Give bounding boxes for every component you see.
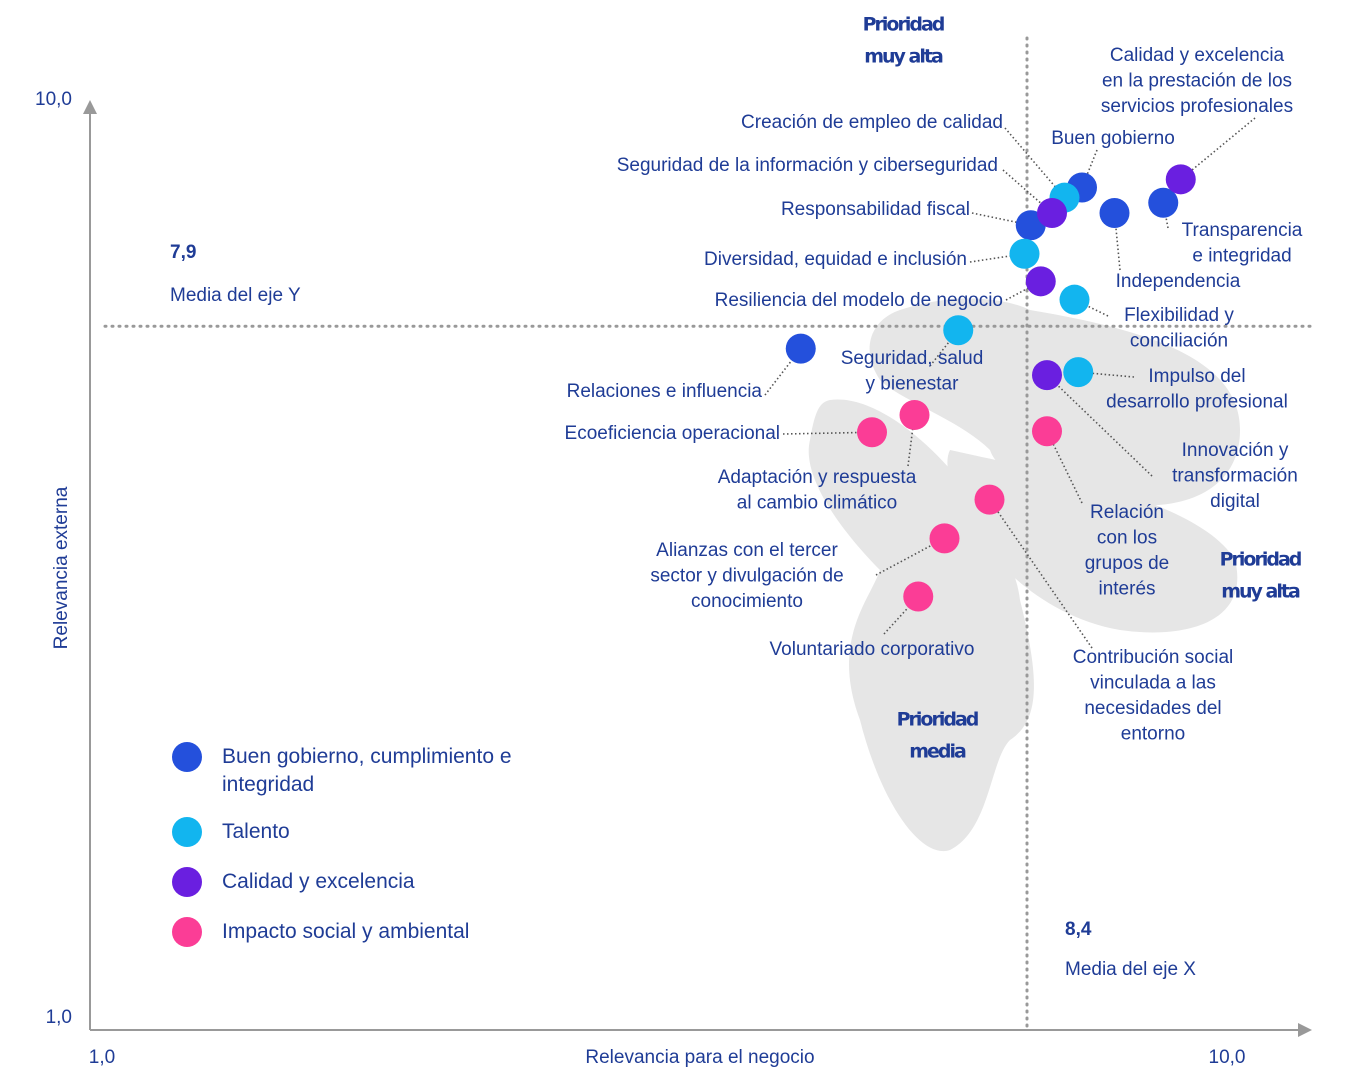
point-label: conocimiento [691, 591, 803, 612]
point-label: digital [1210, 491, 1260, 512]
data-point [1099, 197, 1130, 228]
leader-line [1078, 371, 1135, 378]
data-point [899, 399, 930, 430]
data-point [1165, 164, 1196, 195]
legend-label: Talento [222, 820, 290, 843]
priority-areas [808, 298, 1240, 852]
data-point [1009, 238, 1040, 269]
point-label: Seguridad, salud [841, 348, 984, 369]
legend-swatch [172, 917, 202, 947]
point-label: Creación de empleo de calidad [741, 112, 1003, 133]
point-label: necesidades del [1084, 698, 1221, 719]
data-point [1063, 357, 1094, 388]
leader-line [1081, 149, 1098, 188]
region-label: Prioridad [1220, 549, 1301, 571]
data-point [785, 333, 816, 364]
x-mean-value: 8,4 [1065, 919, 1092, 940]
leader-line [1046, 430, 1083, 504]
data-point [1032, 360, 1062, 391]
region-label: media [909, 741, 966, 763]
point-label: Responsabilidad fiscal [781, 199, 970, 220]
data-point [974, 484, 1005, 515]
leader-line [1004, 127, 1066, 199]
data-point [1148, 187, 1179, 218]
point-label: Diversidad, equidad e inclusión [704, 249, 967, 270]
leader-line [883, 595, 919, 635]
region-labels: Prioridad muy alta Prioridad muy alta Priori… [863, 14, 1303, 763]
point-label: Alianzas con el tercer [656, 540, 838, 561]
point-label: conciliación [1130, 331, 1228, 352]
leader-line [1046, 374, 1153, 477]
x-mean-text: Media del eje X [1065, 959, 1196, 980]
point-label: Voluntariado corporativo [770, 639, 975, 660]
point-label: en la prestación de los [1102, 71, 1292, 92]
leader-line [1113, 212, 1121, 271]
point-label: Contribución social [1073, 647, 1234, 668]
point-label: Transparencia [1182, 220, 1303, 241]
region-label: muy alta [864, 46, 943, 68]
legend-swatch [172, 867, 202, 897]
region-label: muy alta [1221, 581, 1300, 603]
point-label: interés [1098, 579, 1155, 600]
point-label: vinculada a las [1090, 673, 1216, 694]
y-tick-label: 10,0 [35, 89, 72, 110]
point-label: Relación [1090, 502, 1164, 523]
y-mean-value: 7,9 [170, 242, 196, 263]
point-label: desarrollo profesional [1106, 392, 1288, 413]
data-point [1037, 197, 1067, 228]
y-mean-text: Media del eje Y [170, 285, 301, 306]
y-axis-title: Relevancia externa [51, 486, 72, 649]
point-label: grupos de [1085, 553, 1170, 574]
region-label: Prioridad [863, 14, 944, 36]
data-point [903, 581, 934, 612]
x-axis-title: Relevancia para el negocio [585, 1047, 814, 1068]
y-tick-label: 1,0 [46, 1007, 72, 1028]
data-point [943, 315, 974, 346]
leader-line [907, 414, 916, 467]
leader-line [1180, 117, 1256, 180]
x-tick-label: 1,0 [89, 1047, 115, 1068]
legend-label: Impacto social y ambiental [222, 920, 470, 943]
legend-swatch [172, 817, 202, 847]
point-label: Independencia [1116, 271, 1241, 292]
point-label: Adaptación y respuesta [718, 467, 917, 488]
point-label: Flexibilidad y [1124, 305, 1234, 326]
point-label: Impulso del [1148, 366, 1245, 387]
x-axis-arrow [1298, 1023, 1312, 1037]
x-tick-label: 10,0 [1209, 1047, 1246, 1068]
y-axis-arrow [83, 100, 97, 114]
point-label: Resiliencia del modelo de negocio [715, 290, 1003, 311]
point-label: e integridad [1192, 246, 1291, 267]
region-label: Prioridad [897, 709, 978, 731]
point-label: Relaciones e influencia [567, 381, 763, 402]
point-label: entorno [1121, 724, 1185, 745]
leader-line [782, 431, 873, 435]
point-label: Buen gobierno [1051, 128, 1175, 149]
point-label: servicios profesionales [1101, 96, 1293, 117]
leader-line [969, 252, 1025, 263]
legend-swatch [172, 742, 202, 772]
point-label: Seguridad de la información y cibersegur… [617, 155, 998, 176]
point-label: Calidad y excelencia [1110, 45, 1285, 66]
point-label: con los [1097, 528, 1157, 549]
point-label: transformación [1172, 466, 1298, 487]
point-label: Ecoeficiencia operacional [565, 423, 780, 444]
data-point [929, 523, 960, 554]
legend-label: Buen gobierno, cumplimiento e integridad [222, 745, 512, 796]
point-label: Innovación y [1182, 440, 1289, 461]
data-point [1032, 416, 1062, 447]
legend-label: Calidad y excelencia [222, 870, 415, 893]
point-label: sector y divulgación de [650, 566, 843, 587]
data-point [1059, 284, 1090, 315]
point-label: al cambio climático [737, 493, 898, 514]
data-point [857, 417, 887, 448]
point-label: y bienestar [866, 374, 960, 395]
leader-line [1002, 169, 1053, 214]
data-point [1025, 266, 1056, 297]
